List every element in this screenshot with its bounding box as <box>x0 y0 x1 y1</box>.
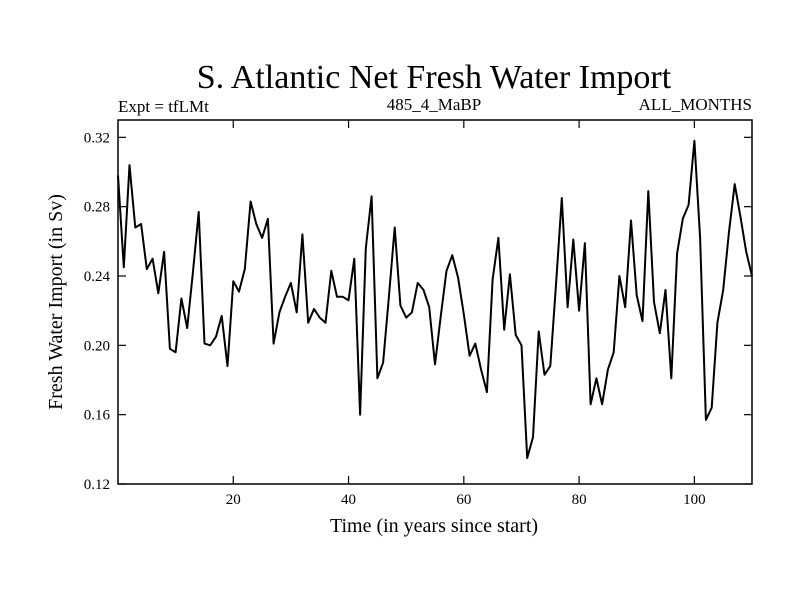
x-axis-label: Time (in years since start) <box>330 515 538 537</box>
chart-title: S. Atlantic Net Fresh Water Import <box>197 59 672 96</box>
x-tick-label: 40 <box>341 492 356 508</box>
y-tick-label: 0.20 <box>84 338 110 354</box>
x-tick-label: 80 <box>572 492 587 508</box>
y-axis-ticks: 0.12 0.16 0.20 0.24 0.28 0.32 <box>84 130 752 493</box>
x-tick-label: 100 <box>683 492 706 508</box>
subtitle-run-id: 485_4_MaBP <box>387 95 481 114</box>
x-tick-label: 20 <box>226 492 241 508</box>
y-axis-label: Fresh Water Import (in Sv) <box>45 194 67 410</box>
y-tick-label: 0.28 <box>84 200 110 216</box>
y-tick-label: 0.24 <box>84 269 111 285</box>
y-tick-label: 0.32 <box>84 130 110 146</box>
subtitle-experiment: Expt = tfLMt <box>118 97 209 116</box>
y-tick-label: 0.16 <box>84 408 111 424</box>
subtitle-months: ALL_MONTHS <box>639 95 752 114</box>
y-tick-label: 0.12 <box>84 477 110 493</box>
x-axis-ticks: 20 40 60 80 100 <box>226 120 706 508</box>
plot-frame <box>117 119 753 485</box>
series-line <box>117 139 753 459</box>
series-layer <box>117 139 753 459</box>
x-tick-label: 60 <box>456 492 471 508</box>
